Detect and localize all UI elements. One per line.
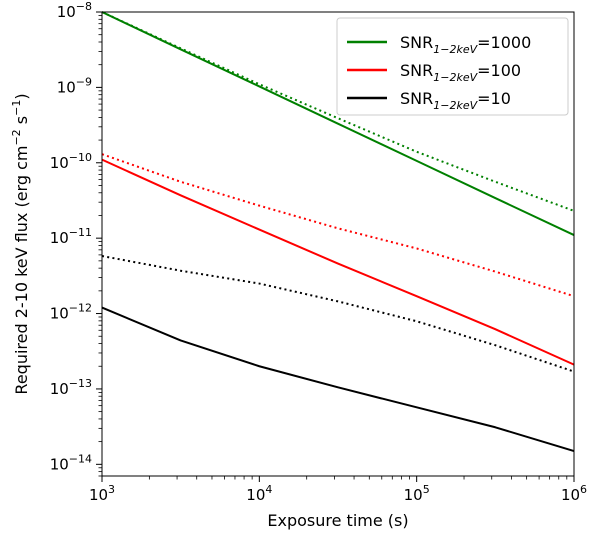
y-axis-title-main: Required 2-10 keV flux (erg cm [12, 146, 31, 395]
series-layer [101, 11, 575, 453]
x-tick-label: 106 [561, 483, 587, 504]
x-tick-label-exp: 4 [265, 483, 272, 496]
x-tick-label-exp: 5 [423, 483, 430, 496]
y-tick-label-base: 10 [50, 380, 69, 398]
y-tick-label-exp: −11 [69, 226, 92, 239]
y-tick-label-exp: −14 [69, 452, 92, 465]
y-axis-title-exp2: −1 [10, 100, 23, 116]
x-tick-label-base: 10 [404, 486, 423, 504]
y-tick-label-base: 10 [50, 154, 69, 172]
y-tick-label: 10−11 [50, 226, 92, 247]
y-tick-label-base: 10 [57, 78, 76, 96]
y-tick-label-base: 10 [57, 3, 76, 21]
y-tick-label-exp: −10 [69, 151, 92, 164]
series-line-0-solid [101, 11, 575, 236]
y-tick-label: 10−10 [50, 151, 92, 172]
x-tick-label-exp: 6 [580, 483, 587, 496]
legend-label-suffix: =1000 [477, 33, 531, 52]
tick-layer: 103 104 105 10610−1410−1310−1210−1110−1010−… [50, 0, 587, 504]
y-axis-title-end: ) [12, 93, 31, 99]
y-tick-label-exp: −9 [76, 75, 92, 88]
y-tick-label-base: 10 [50, 229, 69, 247]
y-axis-title: Required 2-10 keV flux (erg cm−2 s−1) [10, 93, 31, 394]
legend-label-suffix: =100 [477, 61, 521, 80]
y-axis-title-exp1: −2 [10, 129, 23, 145]
plot-frame [101, 11, 575, 477]
legend-box [336, 17, 569, 116]
x-tick-label-base: 10 [561, 486, 580, 504]
legend-label-sub: 1−2keV [433, 99, 478, 112]
legend-label: SNR1−2keV=100 [400, 61, 521, 84]
y-tick-label-exp: −8 [76, 0, 92, 13]
x-tick-label: 105 [404, 483, 430, 504]
y-tick-label-exp: −12 [69, 302, 92, 315]
y-tick-label: 10−9 [57, 75, 92, 96]
legend-label: SNR1−2keV=10 [400, 89, 511, 112]
series-line-4-solid [101, 306, 575, 453]
x-tick-label-exp: 3 [108, 483, 115, 496]
y-tick-label-exp: −13 [69, 377, 92, 390]
y-tick-label: 10−13 [50, 377, 92, 398]
x-tick-label-base: 10 [89, 486, 108, 504]
series-line-5-dotted [101, 255, 575, 373]
x-tick-label: 103 [89, 483, 115, 504]
x-tick-label: 104 [246, 483, 272, 504]
series-line-1-dotted [101, 11, 575, 212]
y-axis-title-mid: s [12, 116, 31, 129]
y-tick-label: 10−14 [50, 452, 92, 473]
x-tick-label-base: 10 [246, 486, 265, 504]
series-line-2-solid [101, 158, 575, 366]
y-tick-label: 10−8 [57, 0, 92, 21]
legend-label-prefix: SNR [400, 33, 433, 52]
y-tick-label-base: 10 [50, 305, 69, 323]
legend-label-sub: 1−2keV [433, 71, 478, 84]
y-tick-label-base: 10 [50, 455, 69, 473]
legend-label-prefix: SNR [400, 89, 433, 108]
legend-label-prefix: SNR [400, 61, 433, 80]
legend-label-sub: 1−2keV [433, 43, 478, 56]
y-tick-label: 10−12 [50, 302, 92, 323]
legend-label: SNR1−2keV=1000 [400, 33, 531, 56]
x-axis-title: Exposure time (s) [267, 511, 408, 530]
legend-label-suffix: =10 [477, 89, 511, 108]
